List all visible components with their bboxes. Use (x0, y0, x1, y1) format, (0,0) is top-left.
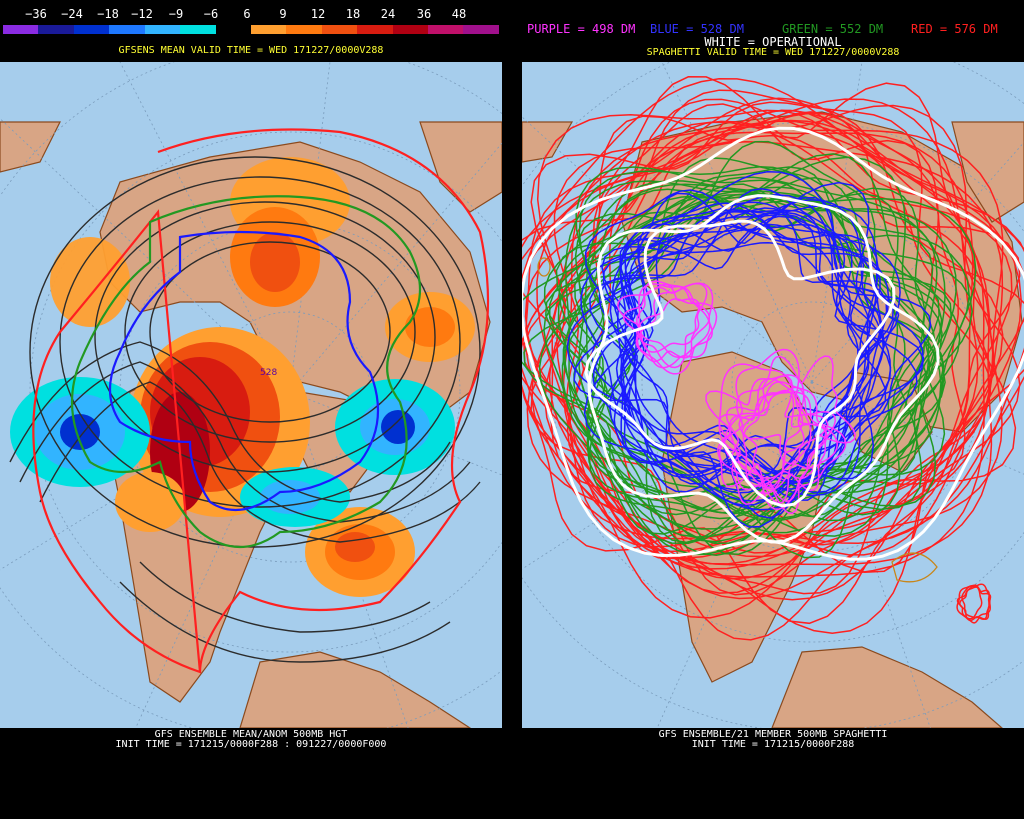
spaghetti-footer-title: GFS ENSEMBLE/21 MEMBER 500MB SPAGHETTI (658, 729, 888, 740)
scale-label: −24 (61, 7, 83, 21)
ensemble-mean-panel: −36 −24 −18 −12 −9 −6 6 9 12 18 24 36 48… (0, 0, 502, 819)
scale-label: 6 (243, 7, 251, 21)
spaghetti-member-line (553, 134, 1013, 594)
key-contours (32, 128, 490, 674)
legend-blue: BLUE = 528 DM (650, 22, 744, 36)
scale-swatch (286, 25, 322, 34)
scale-label: −9 (168, 7, 184, 21)
spaghetti-member-line (550, 111, 992, 596)
scale-label: −18 (97, 7, 119, 21)
scale-swatch (38, 25, 74, 34)
spaghetti-member-line (718, 389, 827, 515)
spaghetti-member-line (586, 192, 906, 516)
scale-swatch (463, 25, 499, 34)
spaghetti-member-line (589, 207, 888, 501)
scale-label: 24 (380, 7, 396, 21)
small-orange-contours (537, 257, 938, 583)
panel-divider (502, 0, 522, 819)
spaghetti-member-line (622, 283, 700, 363)
anomaly-scale-labels: −36 −24 −18 −12 −9 −6 6 9 12 18 24 36 48 (0, 7, 502, 21)
scale-swatch (109, 25, 145, 34)
spaghetti-panel: PURPLE = 498 DM BLUE = 528 DM GREEN = 55… (522, 0, 1024, 819)
mean-valid-time-title: GFSENS MEAN VALID TIME = WED 171227/0000… (118, 45, 384, 56)
spaghetti-member-line (619, 171, 882, 490)
mean-footer-init-time: INIT TIME = 171215/0000F288 : 091227/000… (115, 739, 387, 750)
scale-swatch (250, 25, 287, 34)
spaghetti-map (522, 62, 1024, 728)
spaghetti-member-line (609, 204, 885, 483)
mean-footer-title: GFS ENSEMBLE MEAN/ANOM 500MB HGT (154, 729, 348, 740)
height-contours (9, 156, 481, 663)
scale-swatch (180, 25, 216, 34)
spaghetti-member-line (638, 283, 711, 358)
spaghetti-member-line (728, 381, 847, 510)
spaghetti-member-line (601, 209, 900, 476)
scale-label: 48 (451, 7, 467, 21)
positive-anomaly-shading (50, 157, 475, 597)
scale-swatch (392, 25, 429, 34)
legend-red: RED = 576 DM (911, 22, 998, 36)
spaghetti-member-line (530, 101, 1024, 625)
spaghetti-member-line (723, 348, 804, 489)
spaghetti-member-line (561, 193, 957, 555)
operational-contours (522, 126, 1024, 561)
legend-green: GREEN = 552 DM (782, 22, 884, 36)
spaghetti-member-line (522, 126, 1024, 561)
spaghetti-member-line (562, 183, 961, 496)
spaghetti-member-line (522, 112, 1021, 573)
scale-label: 18 (345, 7, 361, 21)
scale-label: 9 (279, 7, 287, 21)
scale-label: 12 (310, 7, 326, 21)
spaghetti-member-line (584, 219, 896, 508)
spaghetti-member-line (566, 198, 884, 497)
anomaly-color-scale (3, 25, 499, 34)
ensemble-mean-map: 528 (0, 62, 502, 728)
spaghetti-valid-time-title: SPAGHETTI VALID TIME = WED 171227/0000V2… (646, 47, 900, 58)
spaghetti-member-line (556, 98, 992, 548)
scale-label: −12 (131, 7, 153, 21)
spaghetti-member-line (522, 156, 926, 537)
spaghetti-member-line (564, 176, 946, 530)
scale-swatch (215, 25, 251, 34)
scale-label: −36 (25, 7, 47, 21)
scale-label: −6 (203, 7, 219, 21)
contour-label: 528 (260, 368, 277, 378)
spaghetti-member-line (619, 223, 925, 519)
spaghetti-footer-init-time: INIT TIME = 171215/0000F288 (691, 739, 855, 750)
spaghetti-member-line (548, 131, 974, 580)
legend-white: WHITE = OPERATIONAL (704, 35, 842, 49)
spaghetti-member-line (636, 280, 711, 353)
spaghetti-member-line (622, 217, 924, 479)
spaghetti-member-line (959, 584, 990, 624)
spaghetti-member-line (742, 378, 839, 487)
spaghetti-member-line (738, 386, 837, 492)
spaghetti-member-line (725, 391, 828, 503)
scale-swatch (357, 25, 393, 34)
spaghetti-member-line (522, 120, 1024, 544)
scale-swatch (428, 25, 464, 34)
spaghetti-member-line (705, 375, 829, 505)
negative-anomaly-shading (10, 377, 455, 527)
scale-swatch (321, 25, 358, 34)
legend-purple: PURPLE = 498 DM (527, 22, 636, 36)
scale-swatch (144, 25, 181, 34)
spaghetti-member-line (587, 194, 940, 544)
spaghetti-member-line (598, 223, 932, 494)
scale-swatch (73, 25, 110, 34)
spaghetti-member-line (961, 583, 991, 619)
spaghetti-member-line (536, 109, 1022, 556)
spaghetti-member-line (573, 192, 887, 480)
spaghetti-member-line (612, 220, 890, 507)
scale-swatch (3, 25, 39, 34)
scale-label: 36 (416, 7, 432, 21)
